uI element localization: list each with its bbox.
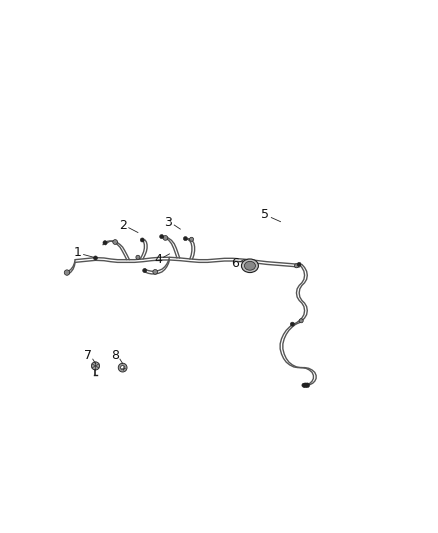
Circle shape bbox=[140, 238, 145, 242]
Circle shape bbox=[153, 270, 158, 274]
Text: 5: 5 bbox=[261, 208, 269, 221]
Ellipse shape bbox=[244, 261, 255, 270]
Circle shape bbox=[303, 383, 307, 387]
Circle shape bbox=[305, 383, 310, 387]
Circle shape bbox=[190, 237, 194, 241]
Circle shape bbox=[92, 362, 99, 370]
Circle shape bbox=[64, 270, 70, 275]
Text: 7: 7 bbox=[84, 349, 92, 362]
Circle shape bbox=[290, 322, 294, 326]
Circle shape bbox=[118, 363, 127, 372]
Circle shape bbox=[120, 366, 125, 370]
Text: 4: 4 bbox=[154, 253, 162, 266]
Circle shape bbox=[113, 240, 117, 245]
Circle shape bbox=[163, 236, 168, 240]
Circle shape bbox=[93, 256, 98, 260]
Circle shape bbox=[143, 269, 147, 272]
Circle shape bbox=[302, 383, 306, 387]
Text: 2: 2 bbox=[119, 219, 127, 231]
Text: 8: 8 bbox=[111, 349, 119, 362]
Text: 1: 1 bbox=[74, 246, 82, 260]
Circle shape bbox=[297, 262, 301, 266]
Circle shape bbox=[184, 237, 187, 241]
Ellipse shape bbox=[241, 259, 258, 272]
Circle shape bbox=[159, 235, 164, 239]
Text: 3: 3 bbox=[165, 216, 173, 229]
Circle shape bbox=[299, 319, 303, 323]
Text: 6: 6 bbox=[231, 256, 239, 270]
Circle shape bbox=[103, 241, 107, 245]
Circle shape bbox=[136, 255, 140, 260]
Circle shape bbox=[294, 264, 298, 268]
